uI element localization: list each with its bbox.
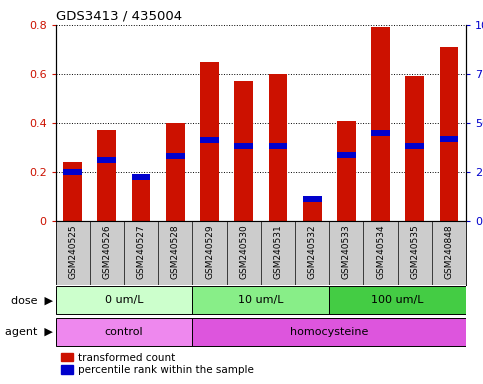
Bar: [371, 130, 390, 136]
Text: GSM240531: GSM240531: [273, 224, 283, 279]
Text: 0 um/L: 0 um/L: [105, 295, 143, 305]
Bar: [98, 157, 116, 163]
Bar: [234, 81, 253, 221]
Bar: [303, 199, 322, 221]
Text: homocysteine: homocysteine: [290, 327, 369, 337]
Text: GSM240533: GSM240533: [342, 224, 351, 279]
Bar: [192, 318, 466, 346]
Text: GSM240848: GSM240848: [444, 224, 454, 279]
Bar: [337, 152, 356, 158]
Bar: [371, 27, 390, 221]
Text: agent  ▶: agent ▶: [5, 327, 53, 337]
Bar: [440, 47, 458, 221]
Bar: [63, 169, 82, 175]
Text: GSM240528: GSM240528: [171, 224, 180, 279]
Bar: [234, 143, 253, 149]
Bar: [166, 153, 185, 159]
Bar: [329, 286, 466, 314]
Bar: [56, 286, 192, 314]
Text: GSM240527: GSM240527: [137, 224, 145, 279]
Bar: [440, 136, 458, 142]
Bar: [200, 137, 219, 143]
Text: GSM240535: GSM240535: [410, 224, 419, 279]
Bar: [269, 74, 287, 221]
Text: control: control: [105, 327, 143, 337]
Bar: [166, 123, 185, 221]
Text: GSM240534: GSM240534: [376, 224, 385, 279]
Text: 10 um/L: 10 um/L: [238, 295, 284, 305]
Bar: [56, 318, 192, 346]
Bar: [200, 62, 219, 221]
Text: GSM240530: GSM240530: [239, 224, 248, 279]
Bar: [269, 143, 287, 149]
Text: GSM240526: GSM240526: [102, 224, 112, 279]
Bar: [132, 174, 151, 180]
Bar: [132, 179, 151, 221]
Bar: [98, 131, 116, 221]
Text: dose  ▶: dose ▶: [11, 295, 53, 305]
Text: GSM240525: GSM240525: [68, 224, 77, 279]
Text: GDS3413 / 435004: GDS3413 / 435004: [56, 9, 182, 22]
Bar: [405, 76, 424, 221]
Bar: [337, 121, 356, 221]
Legend: transformed count, percentile rank within the sample: transformed count, percentile rank withi…: [61, 353, 255, 375]
Text: GSM240532: GSM240532: [308, 224, 317, 279]
Text: 100 um/L: 100 um/L: [371, 295, 424, 305]
Bar: [303, 196, 322, 202]
Bar: [63, 162, 82, 221]
Bar: [192, 286, 329, 314]
Bar: [405, 143, 424, 149]
Text: GSM240529: GSM240529: [205, 224, 214, 279]
